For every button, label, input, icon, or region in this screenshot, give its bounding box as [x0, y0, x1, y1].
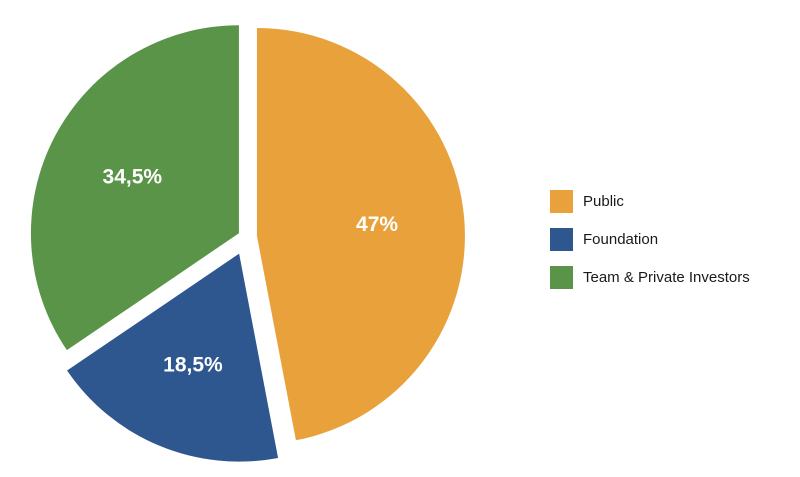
legend-item-public: Public: [550, 189, 750, 213]
pie-slice-team-private-investors: [30, 25, 239, 351]
pie-slice-public: [256, 27, 465, 441]
legend-swatch-public: [550, 189, 573, 213]
legend-swatch-foundation: [550, 227, 573, 251]
legend-label-public: Public: [583, 192, 624, 210]
data-label-team-private-investors: 34,5%: [103, 165, 163, 188]
legend-label-foundation: Foundation: [583, 230, 659, 248]
pie-slice-foundation: [67, 253, 279, 462]
chart-legend: Public Foundation Team & Private Investo…: [550, 189, 750, 303]
pie-chart: 47% 18,5% 34,5%: [30, 25, 465, 462]
data-label-public: 47%: [356, 213, 398, 236]
legend-swatch-team-private-investors: [550, 265, 573, 289]
data-label-foundation: 18,5%: [163, 354, 223, 377]
legend-item-foundation: Foundation: [550, 227, 750, 251]
legend-label-team-private-investors: Team & Private Investors: [583, 268, 750, 286]
legend-item-team-private-investors: Team & Private Investors: [550, 265, 750, 289]
